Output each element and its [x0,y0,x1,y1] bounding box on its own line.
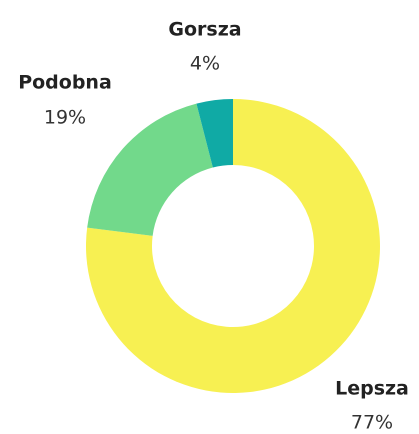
slice-value: 77% [351,412,393,434]
slice-name: Gorsza [168,19,241,41]
slice-value: 4% [190,53,220,75]
donut [86,99,380,393]
slice-value: 19% [44,107,86,129]
slice [87,103,213,236]
slice [86,99,380,393]
labels: Lepsza 77% Podobna 19% Gorsza 4% [18,19,409,434]
slice-name: Podobna [18,72,112,94]
slice-name: Lepsza [335,378,409,400]
slice [196,99,233,168]
